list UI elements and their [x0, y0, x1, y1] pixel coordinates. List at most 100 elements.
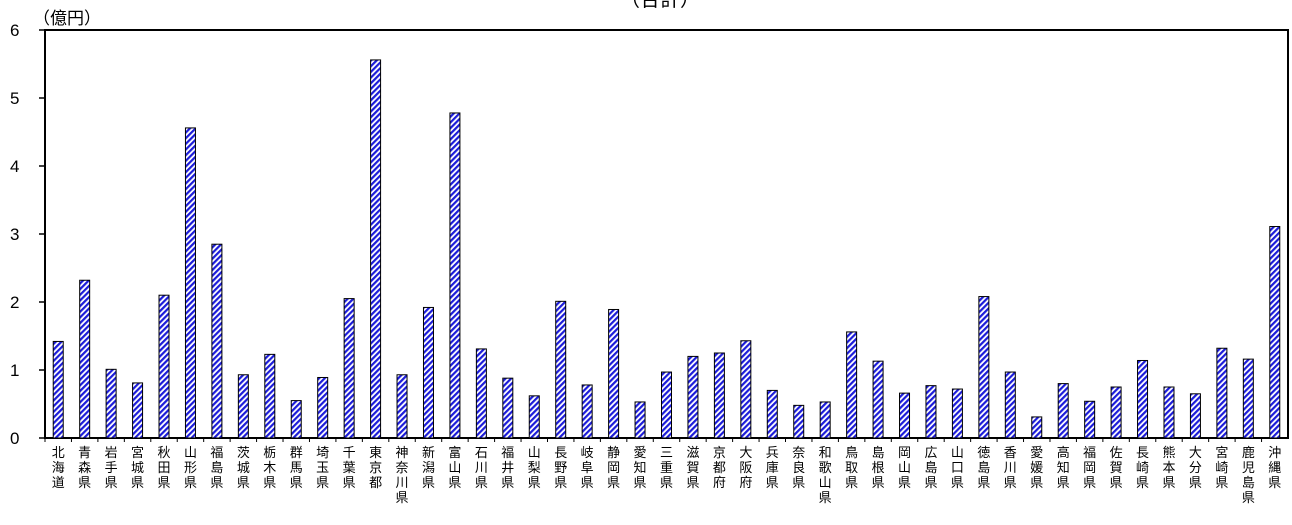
bar	[1004, 371, 1016, 439]
x-tick-label: 長野県	[554, 446, 567, 491]
x-tick-label: 愛媛県	[1030, 446, 1043, 491]
bar	[581, 384, 593, 439]
bar	[1269, 226, 1281, 439]
x-tick-label: 埼玉県	[316, 446, 329, 491]
bar	[608, 308, 620, 439]
bar	[687, 355, 699, 439]
y-axis: 0 1 2 3 4 5 6	[10, 21, 45, 448]
bar	[158, 294, 170, 439]
x-tick-label: 鳥取県	[845, 446, 858, 491]
x-tick-label: 鹿児島県	[1242, 445, 1255, 506]
y-tick-label: 3	[10, 225, 19, 244]
x-tick-label: 秋田県	[158, 446, 171, 491]
x-tick-label: 静岡県	[607, 446, 620, 491]
bar	[872, 360, 884, 439]
x-tick-label: 高知県	[1057, 445, 1070, 491]
bar	[52, 340, 64, 439]
bar	[1163, 386, 1175, 439]
x-tick-label: 岡山県	[898, 446, 911, 491]
x-tick-label: 長崎県	[1136, 446, 1149, 491]
x-tick-label: 石川県	[475, 446, 488, 491]
bar	[899, 392, 911, 439]
x-tick-label: 福井県	[501, 446, 514, 491]
x-tick-label: 和歌山県	[819, 446, 832, 506]
bar	[713, 352, 725, 439]
bar	[978, 296, 990, 439]
bar	[1057, 383, 1069, 439]
bar	[634, 401, 646, 439]
x-tick-label: 京都府	[713, 446, 726, 491]
x-tick-label: 香川県	[1004, 446, 1017, 491]
x-tick-label: 沖縄県	[1268, 446, 1281, 491]
bar	[343, 298, 355, 439]
bar	[1137, 359, 1149, 439]
x-tick-label: 富山県	[448, 445, 461, 491]
x-tick-label: 群馬県	[290, 446, 303, 491]
x-tick-label: 東京都	[369, 445, 382, 491]
bar	[819, 401, 831, 439]
x-tick-label: 愛知県	[634, 446, 647, 491]
bar	[661, 371, 672, 439]
bar	[1110, 386, 1122, 439]
bar	[422, 306, 434, 439]
bar	[925, 385, 937, 439]
bar	[449, 112, 461, 439]
x-tick-label: 栃木県	[263, 446, 276, 491]
bar-series	[52, 59, 1281, 439]
x-tick-label: 神奈川県	[396, 446, 409, 506]
y-tick-label: 4	[10, 157, 19, 176]
x-tick-label: 山形県	[184, 446, 197, 491]
x-tick-label: 滋賀県	[686, 446, 699, 491]
bar	[1242, 358, 1254, 439]
bar	[237, 374, 249, 439]
bar	[475, 348, 487, 439]
x-tick-label: 山梨県	[528, 446, 541, 491]
x-tick-label: 千葉県	[343, 446, 356, 491]
x-tick-label: 茨城県	[237, 446, 250, 491]
x-tick-label: 大分県	[1189, 446, 1202, 491]
x-tick-label: 島根県	[872, 446, 885, 491]
x-tick-label: 広島県	[924, 446, 937, 491]
x-tick-label: 岐阜県	[581, 446, 594, 491]
x-tick-label: 宮崎県	[1215, 445, 1228, 491]
bar	[290, 400, 302, 439]
bar	[1216, 347, 1228, 439]
bar	[370, 59, 382, 439]
bar	[211, 243, 223, 439]
bar	[1084, 400, 1096, 439]
bar	[1189, 393, 1201, 439]
x-tick-label: 熊本県	[1162, 445, 1175, 491]
x-tick-label: 奈良県	[792, 446, 805, 491]
chart-title: （合計）	[620, 0, 700, 11]
x-tick-label: 北海道	[52, 446, 65, 491]
x-tick-label: 宮城県	[131, 445, 144, 491]
bar	[184, 127, 196, 439]
x-tick-label: 青森県	[78, 446, 91, 491]
x-tick-label: 福岡県	[1083, 446, 1096, 491]
bar	[766, 389, 778, 439]
x-tick-label: 大阪府	[739, 446, 752, 491]
bar	[793, 404, 805, 439]
bar	[846, 331, 858, 439]
bar	[317, 376, 329, 439]
bar	[528, 395, 540, 439]
bar	[396, 374, 408, 439]
bar	[79, 279, 91, 439]
bar	[132, 382, 144, 439]
bar	[1031, 416, 1043, 439]
y-tick-label: 5	[10, 89, 19, 108]
y-axis-label: （億円）	[33, 9, 101, 29]
x-tick-label: 山口県	[951, 446, 964, 491]
y-tick-label: 0	[10, 429, 19, 448]
bar	[740, 340, 752, 439]
x-tick-label: 兵庫県	[766, 446, 779, 491]
x-tick-label: 佐賀県	[1110, 446, 1123, 491]
x-tick-label: 福島県	[210, 446, 223, 491]
bar	[264, 353, 276, 439]
bar	[951, 388, 963, 439]
x-tick-label: 三重県	[660, 446, 673, 491]
x-tick-label: 新潟県	[422, 445, 435, 491]
